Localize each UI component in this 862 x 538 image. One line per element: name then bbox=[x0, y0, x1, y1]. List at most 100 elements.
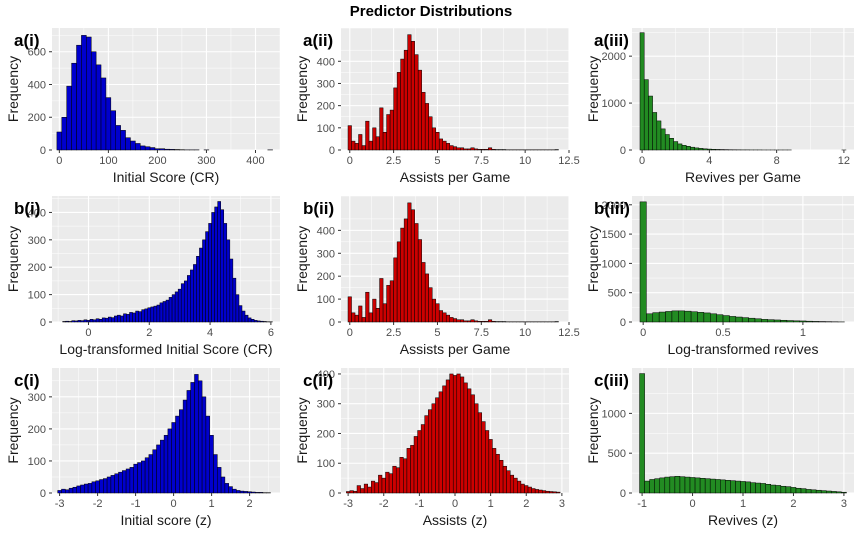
histogram-bar bbox=[135, 143, 141, 151]
histogram-bar bbox=[556, 491, 561, 494]
histogram-bar bbox=[499, 460, 504, 494]
histogram-bar bbox=[239, 490, 245, 494]
histogram-bar bbox=[104, 317, 109, 323]
histogram-bar bbox=[213, 454, 218, 494]
x-tick-label: 6 bbox=[268, 327, 274, 339]
histogram-bar bbox=[445, 379, 450, 494]
histogram-bar bbox=[488, 319, 493, 323]
histogram-bar bbox=[694, 147, 700, 151]
histogram-bar bbox=[263, 321, 267, 323]
x-tick-label: -1 bbox=[131, 498, 141, 510]
y-tick-label: 300 bbox=[317, 78, 335, 90]
histogram-bar bbox=[354, 314, 359, 323]
histogram-bar bbox=[799, 320, 807, 323]
histogram-bar bbox=[217, 467, 222, 494]
x-tick-label: 12.5 bbox=[558, 155, 579, 167]
histogram-bar bbox=[428, 409, 433, 494]
x-tick-label: 12.5 bbox=[558, 327, 579, 339]
histogram-bar bbox=[449, 145, 454, 151]
histogram-bar bbox=[95, 480, 100, 494]
histogram-bar bbox=[470, 394, 475, 494]
histogram-bar bbox=[346, 491, 351, 494]
histogram-bar bbox=[716, 314, 724, 323]
x-tick-label: -3 bbox=[55, 498, 65, 510]
histogram-bar bbox=[368, 140, 373, 151]
histogram-bar bbox=[220, 209, 225, 323]
x-tick-label: 3 bbox=[559, 498, 565, 510]
histogram-bar bbox=[382, 132, 387, 151]
histogram-bar bbox=[495, 454, 500, 494]
histogram-bar bbox=[773, 319, 781, 323]
histogram-bar bbox=[795, 487, 802, 494]
histogram-bar bbox=[715, 149, 721, 151]
histogram-bar bbox=[660, 128, 666, 151]
histogram-bar bbox=[517, 480, 522, 494]
x-tick-label: 1 bbox=[740, 498, 746, 510]
plot-background bbox=[632, 196, 854, 322]
histogram-bar bbox=[138, 311, 142, 323]
histogram-bar bbox=[144, 457, 150, 494]
histogram-bar bbox=[431, 298, 436, 323]
histogram-bar bbox=[367, 486, 372, 494]
histogram-bar bbox=[673, 141, 679, 151]
histogram-bar bbox=[99, 479, 104, 494]
x-tick-label: 7.5 bbox=[474, 155, 489, 167]
histogram-bar bbox=[393, 87, 398, 151]
histogram-bar bbox=[417, 430, 422, 494]
histogram-bar bbox=[656, 120, 662, 151]
histogram-bar bbox=[460, 319, 465, 323]
histogram-bar bbox=[171, 422, 176, 494]
histogram-bar bbox=[690, 311, 698, 323]
x-tick-label: 0 bbox=[347, 327, 353, 339]
y-tick-label: 0 bbox=[620, 145, 626, 157]
histogram-bar bbox=[677, 143, 683, 151]
histogram-bar bbox=[812, 321, 820, 323]
histogram-bar bbox=[141, 460, 146, 494]
histogram-bar bbox=[152, 449, 157, 494]
histogram-bar bbox=[414, 54, 419, 151]
histogram-bar bbox=[347, 296, 352, 323]
histogram-bar bbox=[148, 454, 153, 494]
histogram-bar bbox=[780, 319, 788, 323]
histogram-bar bbox=[389, 280, 394, 323]
histogram-bar bbox=[114, 315, 118, 323]
histogram-bar bbox=[80, 320, 85, 323]
histogram-bar bbox=[442, 140, 447, 151]
histogram-bar bbox=[785, 486, 792, 494]
histogram-bar bbox=[748, 317, 756, 323]
y-tick-label: 1000 bbox=[602, 98, 626, 110]
panel-ciii: -1 0 1 2 3 0 500 1000 Revives (z) Frequency c(iii) bbox=[585, 368, 854, 528]
histogram-bar bbox=[669, 138, 674, 151]
y-tick-label: 1000 bbox=[602, 258, 626, 270]
histogram-bar bbox=[74, 320, 79, 323]
histogram-bar bbox=[91, 481, 96, 494]
plot-background bbox=[341, 28, 569, 150]
histogram-bar bbox=[95, 64, 102, 151]
histogram-bar bbox=[770, 484, 777, 494]
y-tick-label: 100 bbox=[317, 294, 335, 306]
histogram-bar bbox=[681, 145, 687, 151]
histogram-bar bbox=[354, 143, 359, 151]
histogram-bar bbox=[159, 302, 164, 323]
histogram-bar bbox=[421, 92, 426, 151]
histogram-bar bbox=[111, 317, 115, 323]
panel-ci: -3 -2 -1 0 1 2 0 100 200 300 Initial score (z) Freq… bbox=[5, 368, 280, 528]
y-tick-label: 100 bbox=[28, 290, 46, 302]
histogram-bar bbox=[488, 147, 493, 151]
histogram-bar bbox=[760, 483, 766, 494]
histogram-bar bbox=[243, 491, 248, 494]
histogram-bar bbox=[389, 109, 394, 151]
histogram-bar bbox=[61, 116, 67, 151]
x-tick-label: 3 bbox=[841, 498, 847, 510]
histogram-bar bbox=[125, 137, 131, 151]
histogram-bar bbox=[110, 110, 116, 151]
histogram-bar bbox=[123, 313, 127, 323]
histogram-bar bbox=[251, 491, 256, 494]
x-tick-label: 10 bbox=[519, 155, 531, 167]
histogram-bar bbox=[413, 436, 418, 494]
histogram-bar bbox=[678, 310, 685, 323]
histogram-bar bbox=[76, 485, 81, 494]
x-axis-title: Initial score (z) bbox=[120, 512, 211, 528]
histogram-bar bbox=[531, 488, 536, 494]
histogram-bar bbox=[417, 69, 422, 151]
